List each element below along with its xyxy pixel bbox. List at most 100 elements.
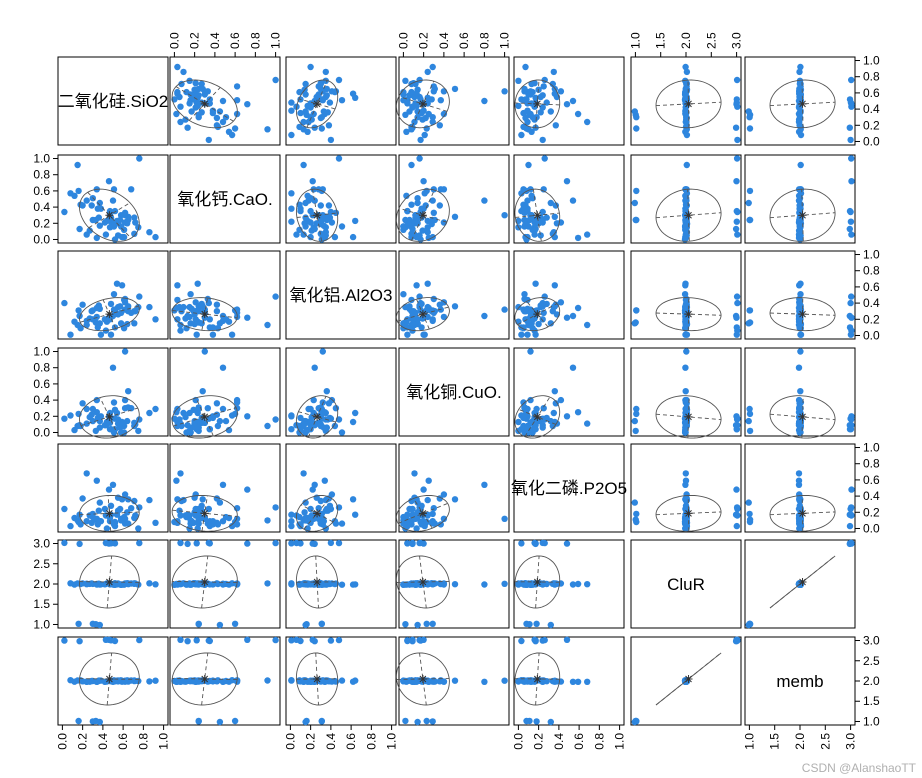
data-point (331, 518, 339, 525)
data-point (121, 212, 129, 219)
data-point (131, 320, 138, 327)
principal-axis (419, 652, 427, 706)
panel-r2-c2: 氧化铝.Al2O3 (285, 250, 397, 340)
data-point (551, 282, 558, 289)
data-point (88, 202, 95, 209)
panel-frame (57, 347, 169, 437)
data-point (523, 717, 530, 725)
data-point (296, 88, 303, 96)
data-point (847, 299, 854, 307)
data-point (848, 486, 855, 493)
data-point (541, 539, 548, 547)
data-point (733, 324, 740, 331)
centroid-marker (684, 310, 693, 319)
data-point (199, 496, 206, 503)
data-point (539, 208, 546, 216)
data-point (732, 124, 740, 131)
data-point (152, 677, 159, 684)
tick-label: 2.5 (863, 654, 880, 668)
panel-r3-c5 (630, 347, 742, 439)
data-point (183, 325, 190, 332)
data-point (272, 504, 279, 511)
data-point (132, 219, 139, 226)
data-point (549, 230, 556, 237)
panel-r5-c3 (395, 539, 510, 629)
data-point (746, 410, 754, 418)
data-point (118, 418, 126, 426)
data-point (86, 413, 93, 421)
data-point (152, 519, 159, 526)
data-point (745, 108, 752, 115)
principal-axis (655, 312, 722, 316)
data-point (429, 510, 436, 518)
centroid-marker (418, 577, 427, 586)
minor-axis (398, 96, 448, 112)
data-point (846, 124, 853, 131)
data-point (178, 580, 185, 587)
principal-axis (106, 555, 113, 609)
data-point (190, 96, 197, 103)
data-point (412, 212, 419, 219)
data-point (83, 321, 90, 329)
data-point (173, 580, 180, 588)
data-point (76, 540, 83, 548)
data-point (846, 324, 854, 331)
principal-axis (172, 509, 238, 517)
data-point (539, 424, 546, 431)
panel-frame (398, 443, 510, 533)
data-point (795, 409, 803, 416)
data-point (93, 409, 101, 416)
panel-frame (169, 56, 281, 146)
data-point (537, 109, 544, 116)
data-point (95, 214, 103, 221)
data-point (539, 316, 546, 323)
right-axis-r0: 0.0 0.2 0.4 0.6 0.8 1.0 (855, 54, 880, 148)
data-point (501, 88, 508, 95)
data-point (411, 118, 418, 126)
data-point (244, 413, 251, 420)
panel-frame (57, 56, 169, 146)
panel-frame (285, 443, 397, 533)
data-point (311, 481, 318, 488)
data-point (233, 97, 241, 104)
data-point (734, 231, 741, 238)
data-point (75, 717, 82, 725)
data-point (177, 327, 184, 334)
data-point (404, 100, 411, 107)
data-point (847, 218, 855, 225)
data-point (323, 505, 330, 513)
data-point (414, 718, 421, 726)
panel-r0-c1 (169, 56, 281, 146)
data-point (195, 718, 202, 725)
panel-r6-c0 (57, 636, 169, 726)
data-point (146, 496, 153, 504)
data-point (311, 364, 318, 371)
principal-axis (532, 189, 542, 242)
data-point (681, 291, 689, 298)
data-point (515, 581, 522, 588)
data-point (125, 520, 132, 527)
panel-r3-c1 (169, 347, 281, 439)
data-point (300, 581, 307, 588)
data-point (552, 400, 559, 407)
tick-label: 0.6 (863, 473, 880, 487)
data-point (317, 230, 324, 237)
data-point (797, 63, 804, 71)
data-point (225, 426, 233, 434)
data-point (633, 518, 640, 526)
data-point (75, 187, 82, 195)
data-point (520, 399, 527, 406)
data-point (300, 470, 307, 477)
data-point (481, 312, 488, 320)
data-point (682, 364, 689, 371)
data-point (683, 116, 690, 123)
panel-frame (630, 250, 742, 340)
data-point (746, 187, 754, 195)
data-point (440, 491, 448, 498)
bottom-axis-c4: 0.0 0.2 0.4 0.6 0.8 1.0 (511, 725, 627, 750)
data-point (174, 63, 181, 71)
data-point (532, 331, 539, 338)
data-point (733, 314, 740, 321)
centroid-marker (105, 509, 114, 518)
data-point (131, 230, 138, 237)
